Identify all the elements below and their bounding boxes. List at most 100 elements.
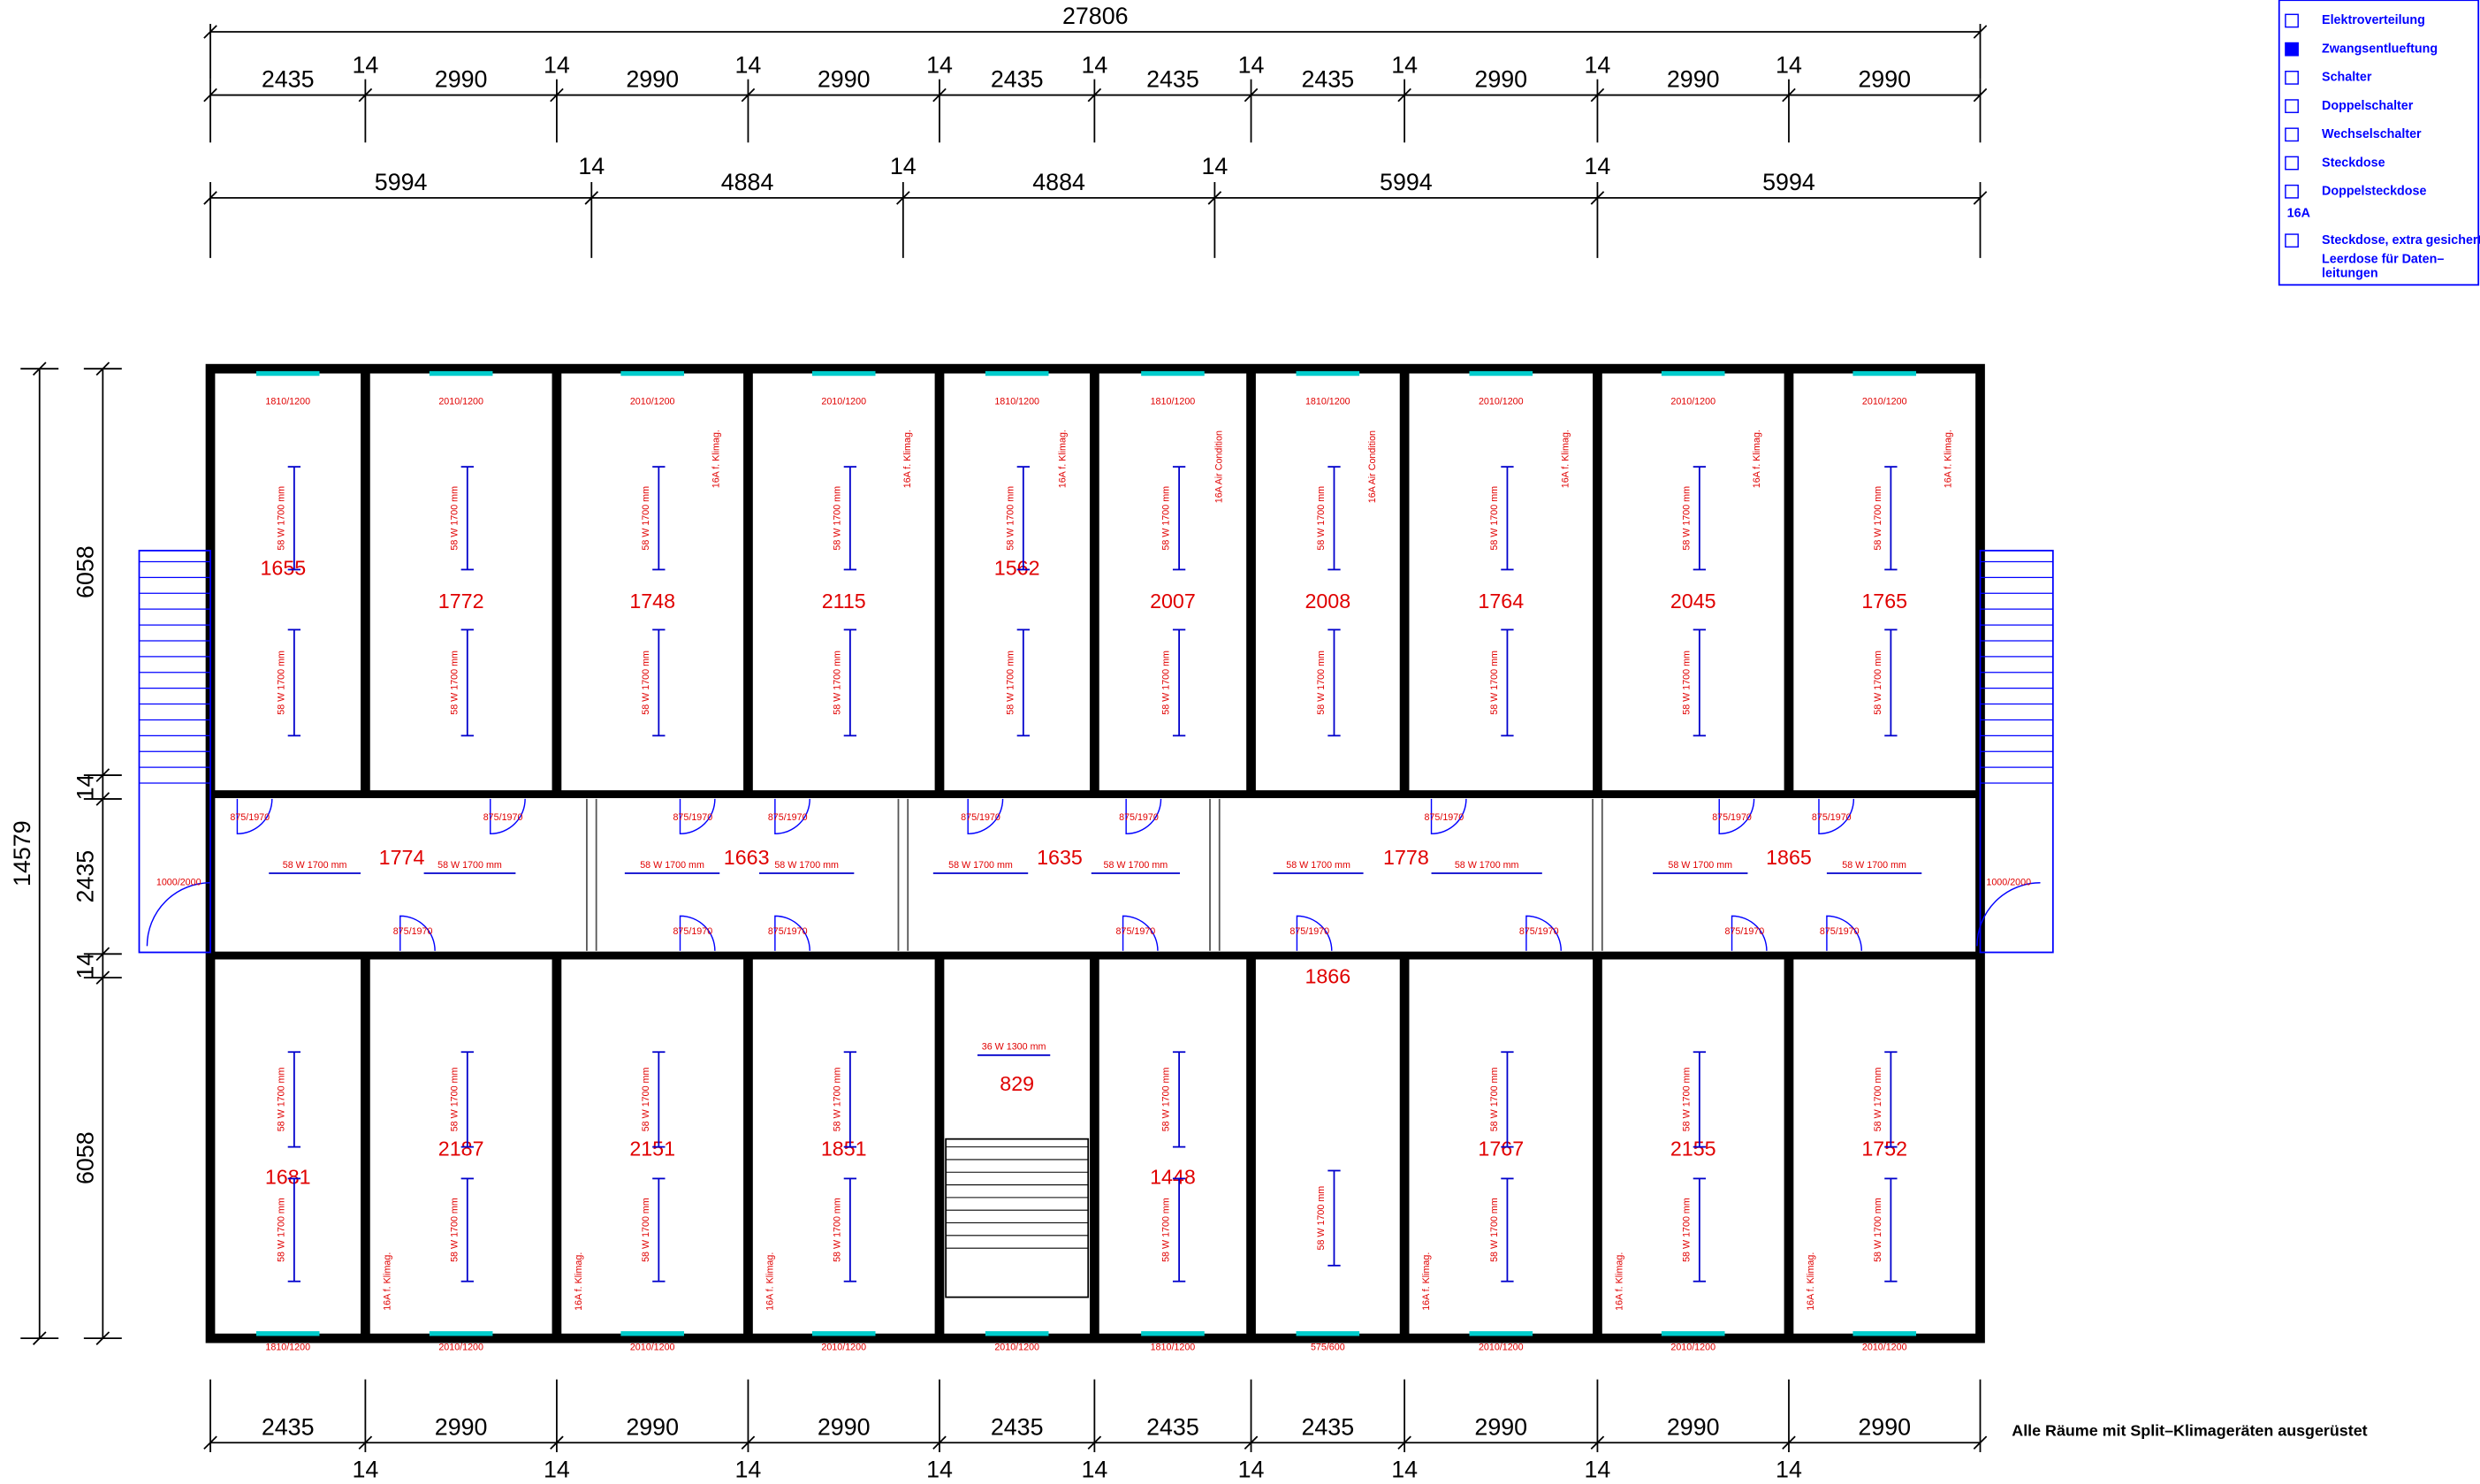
lamp-label: 58 W 1700 mm <box>832 651 842 715</box>
lamp-label: 58 W 1700 mm <box>283 860 347 871</box>
dimension-gap-label: 14 <box>1391 1457 1418 1483</box>
lamp-label: 58 W 1700 mm <box>1005 486 1016 551</box>
door-label: 875/1970 <box>393 926 433 937</box>
lamp-label: 58 W 1700 mm <box>948 860 1013 871</box>
stair <box>945 1138 1090 1298</box>
window-label: 2010/1200 <box>821 397 866 407</box>
door-swing <box>490 798 526 835</box>
lamp-label: 58 W 1700 mm <box>1681 1068 1692 1132</box>
room-number: 1635 <box>1037 846 1083 869</box>
ac-label: 16A f. Klimag. <box>1806 1252 1816 1311</box>
lamp-label: 58 W 1700 mm <box>1286 860 1350 871</box>
dimension-tick <box>1782 88 1796 103</box>
lamp-label: 58 W 1700 mm <box>1104 860 1168 871</box>
room-number: 2045 <box>1670 590 1716 613</box>
ac-label: 16A f. Klimag. <box>574 1252 584 1311</box>
dimension-label: 6058 <box>72 1131 99 1184</box>
door-label: 875/1970 <box>1812 812 1852 823</box>
door-swing <box>1818 798 1855 835</box>
window-label: 2010/1200 <box>438 1343 483 1353</box>
lamp-label: 58 W 1700 mm <box>1873 1198 1883 1262</box>
window-label: 2010/1200 <box>994 1343 1039 1353</box>
dimension-tick <box>1590 1435 1605 1450</box>
dimension-label: 2990 <box>435 66 488 93</box>
room-number: 1655 <box>260 557 306 580</box>
lamp-label: 58 W 1700 mm <box>774 860 839 871</box>
dimension-label: 2990 <box>435 1413 488 1440</box>
lamp-label: 58 W 1700 mm <box>640 860 704 871</box>
door-label: 875/1970 <box>1519 926 1559 937</box>
room-number: 1778 <box>1383 846 1429 869</box>
dimension-tick <box>95 768 110 782</box>
dimension-tick <box>1782 1435 1796 1450</box>
window-label: 2010/1200 <box>1479 397 1524 407</box>
door-swing <box>399 915 436 951</box>
lamp-label: 58 W 1700 mm <box>449 1198 460 1262</box>
room-number: 829 <box>1000 1072 1034 1095</box>
dimension-gap-label: 14 <box>1391 51 1418 78</box>
legend-symbol <box>2285 71 2299 85</box>
dimension-label: 2435 <box>991 66 1044 93</box>
dimension-tick <box>1973 88 1988 103</box>
lamp-label: 36 W 1300 mm <box>982 1042 1046 1053</box>
legend-symbol <box>2285 127 2299 142</box>
lamp-label: 58 W 1700 mm <box>449 486 460 551</box>
legend-label: Doppelsteckdose <box>2322 185 2426 199</box>
dimension-label: 5994 <box>1380 169 1433 195</box>
ac-label: 16A f. Klimag. <box>1944 430 1954 488</box>
window-label: 575/600 <box>1311 1343 1345 1353</box>
legend-label: Wechselschalter <box>2322 127 2422 141</box>
door-swing <box>236 798 273 835</box>
ac-label: 16A f. Klimag. <box>1614 1252 1624 1311</box>
door-label: 875/1970 <box>961 812 1000 823</box>
door-label: 875/1970 <box>1289 926 1329 937</box>
dimension-tick <box>550 1435 564 1450</box>
dimension-label: 2990 <box>818 1413 871 1440</box>
lamp-label: 58 W 1700 mm <box>832 486 842 551</box>
room-number: 1663 <box>724 846 770 869</box>
dimension-tick <box>32 1331 47 1345</box>
dimension-gap-label: 14 <box>926 1457 953 1483</box>
window-label: 2010/1200 <box>438 397 483 407</box>
lamp-label: 58 W 1700 mm <box>832 1068 842 1132</box>
door-label: 875/1970 <box>1820 926 1860 937</box>
room-number: 1752 <box>1861 1137 1907 1160</box>
dimension-gap-label: 14 <box>1201 153 1228 179</box>
lamp-label: 58 W 1700 mm <box>276 486 286 551</box>
legend-label: Zwangsentlueftung <box>2322 42 2438 56</box>
room-number: 1562 <box>994 557 1040 580</box>
door-swing <box>1976 882 2041 947</box>
door-swing <box>774 798 810 835</box>
lamp-label: 58 W 1700 mm <box>1316 486 1327 551</box>
dimension-tick <box>1397 1435 1411 1450</box>
room-number: 1748 <box>629 590 675 613</box>
dimension-gap-label: 14 <box>578 153 605 179</box>
lamp-label: 58 W 1700 mm <box>1873 1068 1883 1132</box>
ac-label: 16A f. Klimag. <box>1560 430 1571 488</box>
legend-symbol <box>2285 42 2299 57</box>
dimension-tick <box>203 1435 217 1450</box>
lamp-label: 58 W 1700 mm <box>1873 486 1883 551</box>
dimension-gap-label: 14 <box>1238 1457 1265 1483</box>
window-label: 1810/1200 <box>994 397 1039 407</box>
legend-box <box>2278 0 2480 286</box>
lamp-label: 58 W 1700 mm <box>276 1198 286 1262</box>
lamp-label: 58 W 1700 mm <box>276 1068 286 1132</box>
door-swing <box>1122 915 1159 951</box>
legend-symbol <box>2285 13 2299 28</box>
dimension-tick <box>741 88 756 103</box>
window-label: 2010/1200 <box>1479 1343 1524 1353</box>
lamp-label: 58 W 1700 mm <box>1873 651 1883 715</box>
lamp-label: 58 W 1700 mm <box>1161 1068 1172 1132</box>
door-swing <box>1296 915 1333 951</box>
dimension-label: 2435 <box>72 850 99 903</box>
dimension-label: 6058 <box>72 545 99 598</box>
lamp-label: 58 W 1700 mm <box>641 1198 651 1262</box>
lamp-label: 58 W 1700 mm <box>832 1198 842 1262</box>
dimension-tick <box>896 191 910 205</box>
door-label: 875/1970 <box>1712 812 1752 823</box>
dimension-gap-label: 14 <box>1585 51 1611 78</box>
legend-symbol <box>2285 99 2299 113</box>
dimension-tick <box>358 1435 373 1450</box>
door-label: 875/1970 <box>483 812 523 823</box>
